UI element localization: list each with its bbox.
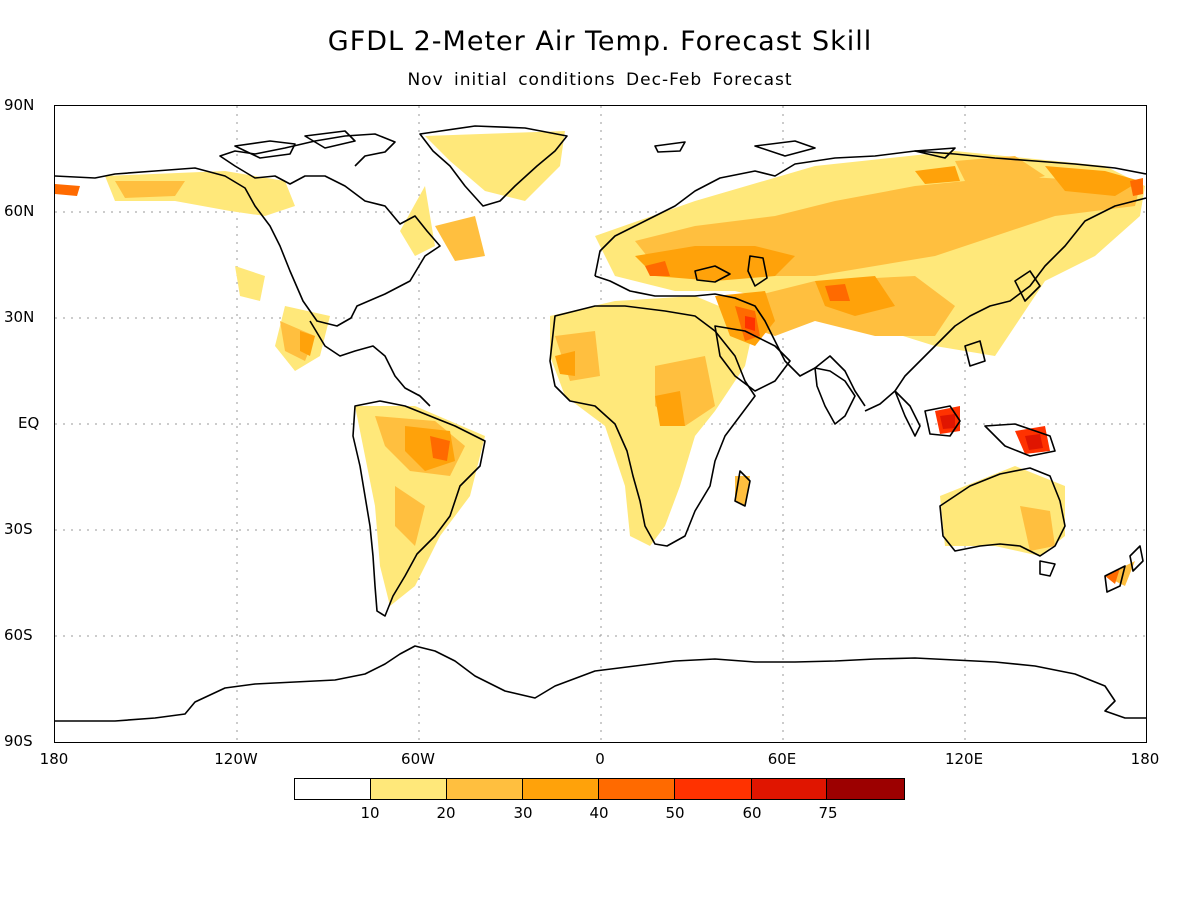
colorbar-label-75: 75	[818, 804, 838, 822]
colorbar-box-8	[827, 779, 904, 799]
colorbar-box-4	[523, 779, 599, 799]
colorbar-box-7	[751, 779, 828, 799]
colorbar-box-6	[674, 779, 752, 799]
world-map	[55, 106, 1146, 742]
lat-label-90n: 90N	[4, 96, 35, 114]
lon-label-180e: 180	[1130, 750, 1160, 768]
lon-label-180w: 180	[39, 750, 69, 768]
colorbar	[294, 778, 905, 800]
lat-label-30n: 30N	[4, 308, 35, 326]
chart-subtitle: Nov initial conditions Dec-Feb Forecast	[407, 70, 793, 90]
colorbar-box-2	[370, 779, 447, 799]
lon-label-120w: 120W	[214, 750, 258, 768]
lat-label-60n: 60N	[4, 202, 35, 220]
chart-title: GFDL 2-Meter Air Temp. Forecast Skill	[327, 26, 873, 57]
lat-label-60s: 60S	[4, 626, 33, 644]
skill-shading	[55, 131, 1145, 606]
lon-label-0: 0	[595, 750, 605, 768]
lon-label-60w: 60W	[401, 750, 435, 768]
colorbar-label-10: 10	[360, 804, 380, 822]
coastlines	[55, 125, 1146, 722]
lat-label-30s: 30S	[4, 520, 33, 538]
colorbar-box-1	[295, 779, 371, 799]
colorbar-box-3	[446, 779, 524, 799]
colorbar-label-50: 50	[665, 804, 685, 822]
colorbar-label-40: 40	[589, 804, 609, 822]
lat-label-eq: EQ	[18, 414, 40, 432]
map-panel	[54, 105, 1147, 743]
colorbar-label-60: 60	[742, 804, 762, 822]
lat-label-90s: 90S	[4, 732, 33, 750]
colorbar-label-20: 20	[436, 804, 456, 822]
lon-label-60e: 60E	[767, 750, 797, 768]
colorbar-label-30: 30	[513, 804, 533, 822]
lon-label-120e: 120E	[944, 750, 984, 768]
colorbar-box-5	[599, 779, 675, 799]
